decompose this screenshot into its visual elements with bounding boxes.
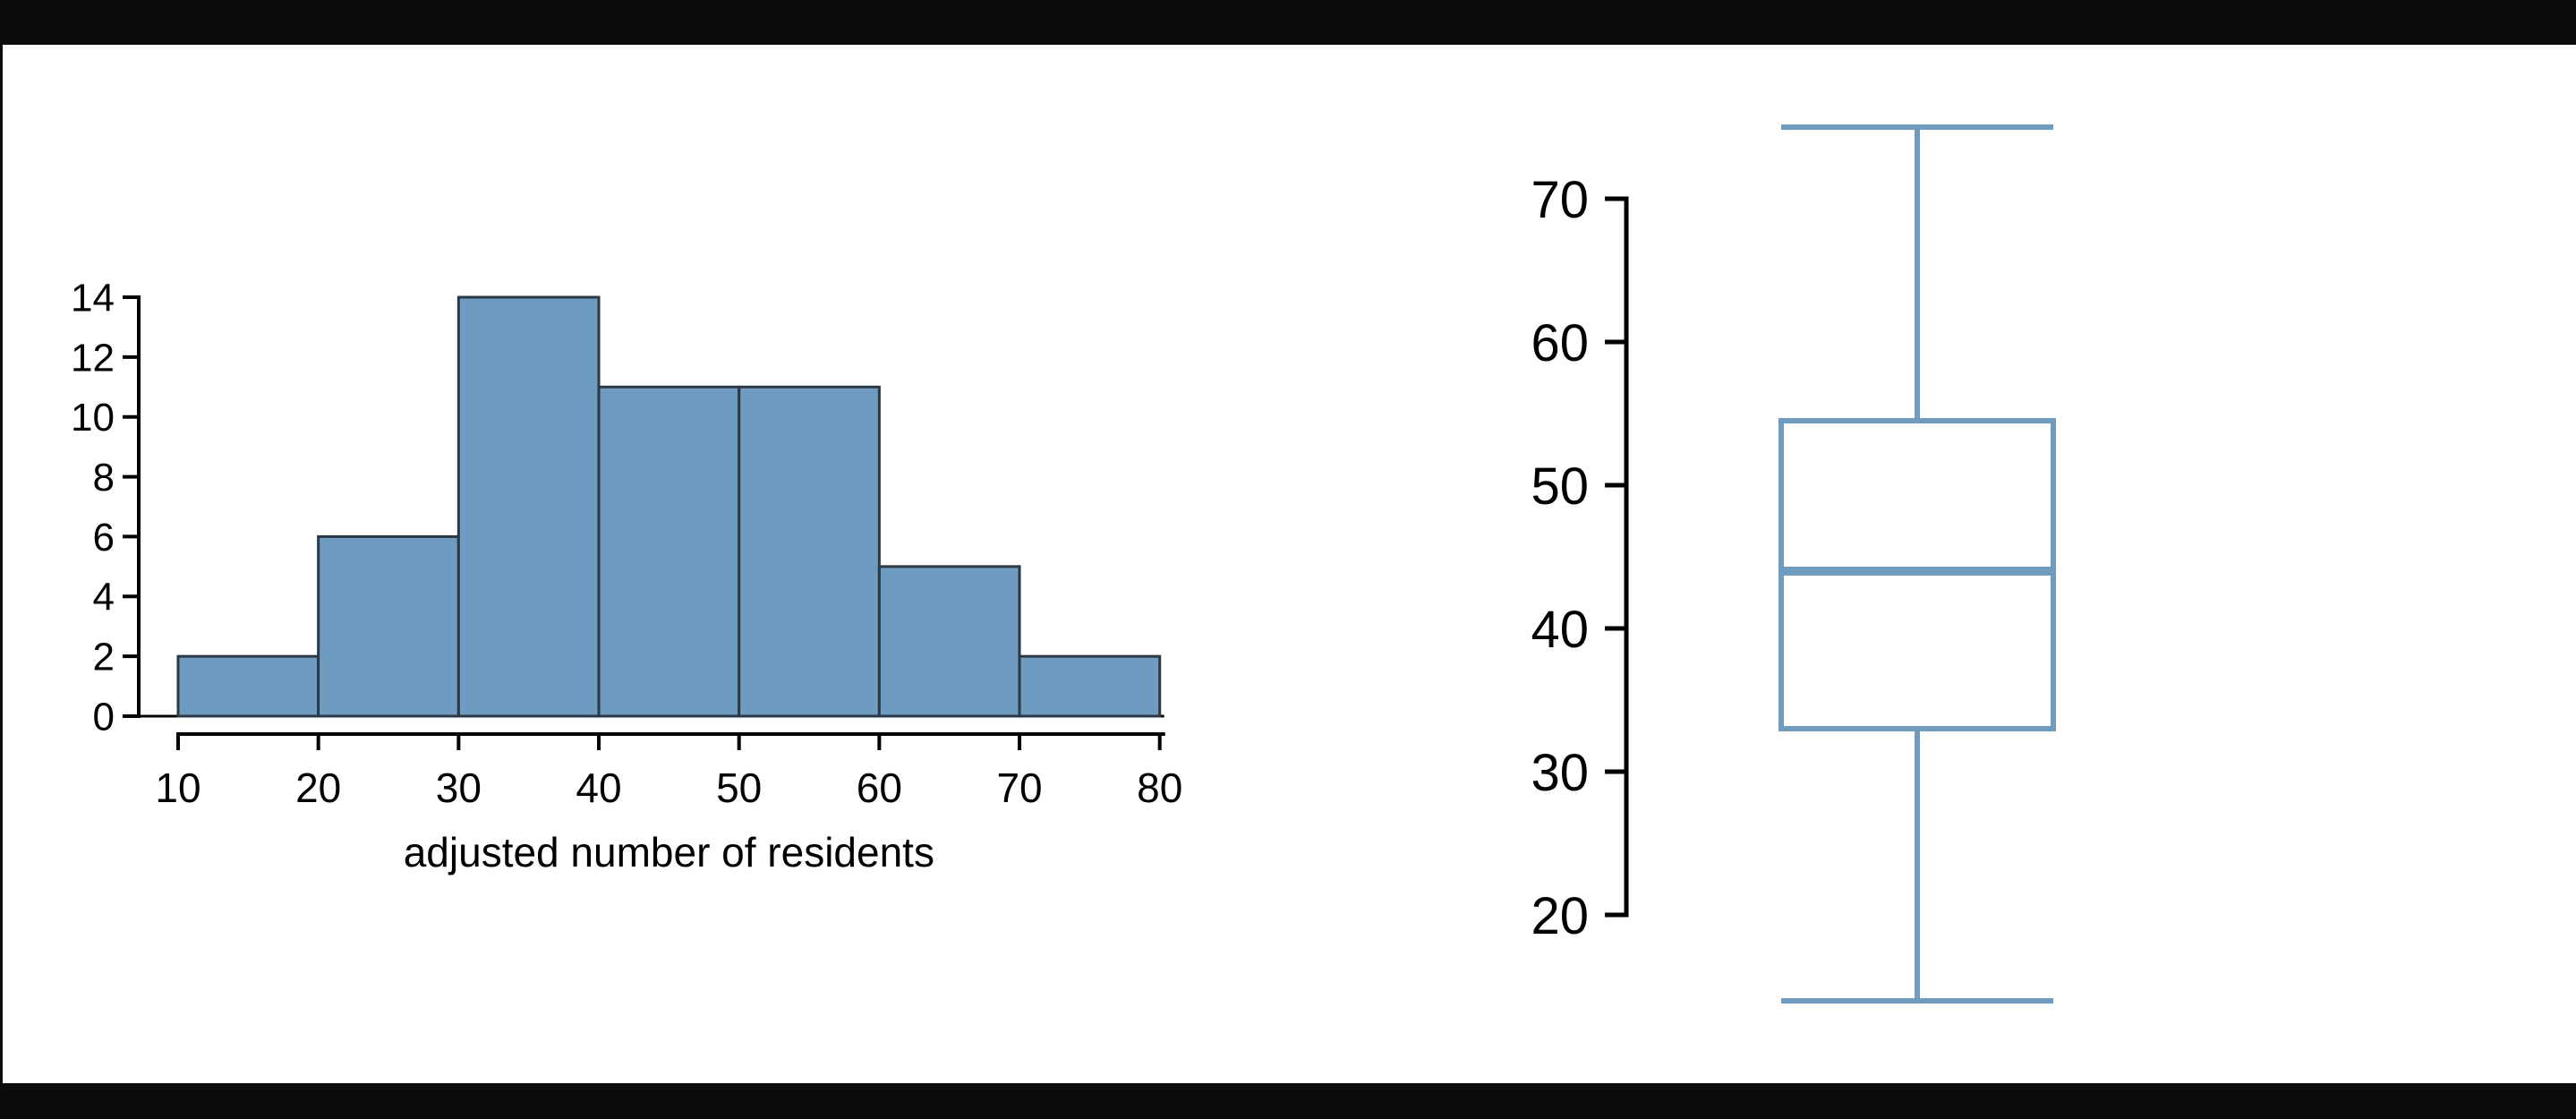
letterbox-top [0,0,2576,45]
y-tick-label: 2 [93,636,115,679]
histogram-bar [597,385,741,718]
histogram-bar [877,565,1021,718]
y-tick-label: 10 [71,396,115,440]
x-tick-label: 60 [857,765,902,811]
histogram-bar [738,385,881,718]
y-tick-label: 60 [1531,314,1589,372]
histogram-bar [1018,654,1162,718]
y-tick-label: 8 [93,456,115,500]
y-tick-label: 30 [1531,744,1589,802]
x-tick-label: 80 [1137,765,1182,811]
x-tick-label: 20 [295,765,341,811]
letterbox-bottom [0,1083,2576,1119]
histogram: 0 2 4 6 8 10 12 14 10 20 30 40 50 60 70 80 adjusted numb… [71,276,1182,876]
y-tick-label: 4 [93,576,115,619]
y-tick-label: 50 [1531,457,1589,516]
y-tick-label: 6 [93,516,115,560]
y-tick-label: 0 [93,695,115,739]
boxplot: 20 30 40 50 60 70 [1531,124,2056,1004]
y-tick-label: 20 [1531,887,1589,945]
histogram-bar [317,534,460,718]
y-tick-label: 14 [71,276,115,320]
x-tick-label: 10 [155,765,200,811]
y-tick-label: 12 [71,336,115,380]
x-tick-label: 40 [576,765,621,811]
x-tick-label: 70 [996,765,1042,811]
y-tick-label: 70 [1531,171,1589,229]
x-tick-label: 50 [716,765,762,811]
histogram-bar [456,295,601,718]
histogram-bar [176,654,320,718]
x-tick-label: 30 [436,765,482,811]
letterbox-left [0,45,3,1083]
x-axis-title: adjusted number of residents [404,829,934,876]
y-tick-label: 40 [1531,601,1589,659]
